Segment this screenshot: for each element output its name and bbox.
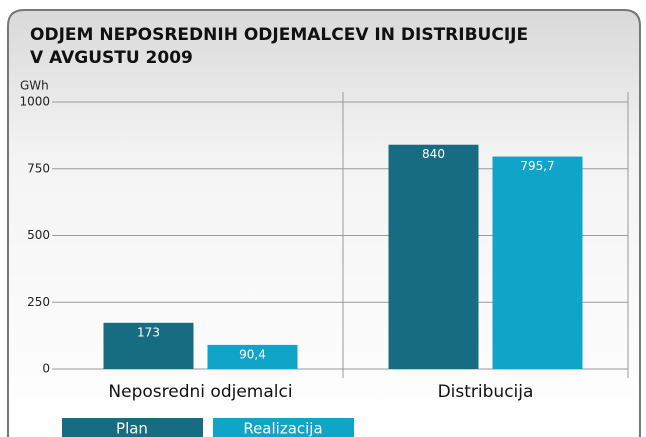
value-label: 173 (137, 325, 160, 339)
chart-title: V AVGUSTU 2009 (30, 48, 193, 68)
y-tick-label: 250 (27, 295, 50, 309)
y-tick-label: 1000 (19, 95, 50, 109)
legend-label: Realizacija (243, 420, 322, 437)
value-label: 840 (422, 147, 445, 161)
bar (103, 322, 194, 369)
legend-swatch (62, 418, 203, 437)
bar (207, 344, 298, 369)
bar (388, 144, 479, 369)
y-tick-label: 0 (42, 362, 50, 376)
chart-title: ODJEM NEPOSREDNIH ODJEMALCEV IN DISTRIBU… (30, 25, 528, 45)
y-axis-label: GWh (20, 79, 49, 93)
y-tick-label: 750 (27, 161, 50, 175)
x-tick-label: Distribucija (438, 382, 534, 402)
value-label: 90,4 (239, 347, 266, 361)
legend-label: Plan (116, 420, 148, 437)
x-tick-label: Neposredni odjemalci (108, 382, 292, 402)
y-tick-label: 500 (27, 228, 50, 242)
bar (492, 156, 583, 369)
value-label: 795,7 (520, 159, 554, 173)
legend-swatch (213, 418, 354, 437)
